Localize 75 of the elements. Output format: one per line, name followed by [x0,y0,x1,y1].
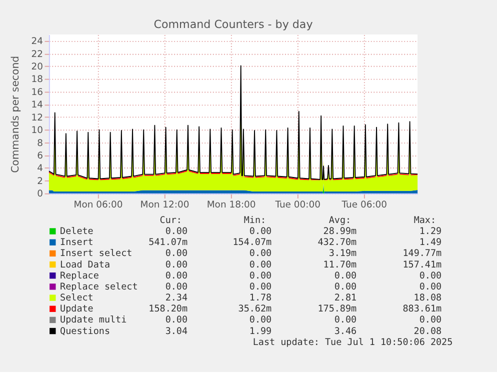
text: 0.00 [249,270,272,282]
text: 2.34 [165,292,188,304]
y-tick-label: 4 [37,163,44,174]
text: 18.08 [414,292,442,304]
x-tick-label: Tue 06:00 [340,200,388,211]
text: 158.20m [148,304,188,315]
y-tick-label: 6 [37,150,44,162]
legend-label: Load Data [60,259,110,270]
x-tick-label: Mon 18:00 [206,200,256,211]
text: 0.00 [419,270,442,282]
legend-label: Delete [60,226,94,238]
text: 175.89m [318,304,358,315]
text: Cur: [160,214,182,226]
y-tick-label: 12 [31,112,43,124]
text: 0.00 [165,248,188,260]
text: 0.00 [165,226,188,238]
x-tick-label: Tue 00:00 [274,200,321,211]
text: 0.00 [165,270,188,282]
text: 3.04 [165,326,188,337]
text: 883.61m [402,304,442,315]
text: Avg: [328,214,352,226]
y-tick-label: 10 [31,125,44,136]
legend-label: Replace select [60,281,138,292]
text: Min: [244,214,266,226]
text: 2.81 [334,292,357,304]
y-tick-label: 18 [31,74,44,86]
text: 0.00 [419,281,442,292]
text: 0.00 [334,281,357,292]
x-tick-label: Mon 12:00 [140,200,190,211]
text: 541.07m [148,237,188,248]
legend-label: Insert [60,237,94,248]
legend-label: Replace [60,270,99,282]
text: 0.00 [249,226,272,238]
text: 3.19m [328,248,358,260]
text: 1.29 [419,226,442,238]
text: 154.07m [232,237,272,248]
text: Last update: Tue Jul 1 10:50:06 2025 [252,336,453,348]
legend-label: Insert select [60,248,132,260]
y-tick-label: 24 [31,36,44,48]
legend-label: Update multi [60,314,127,326]
text: 0.00 [334,270,357,282]
text: 432.70m [318,237,358,248]
y-tick-label: 0 [37,188,44,200]
legend-label: Update [60,304,94,315]
y-tick-label: 14 [31,100,44,111]
text: 20.08 [414,326,442,337]
text: 28.99m [323,226,358,238]
text: 0.00 [165,314,188,326]
text: 149.77m [402,248,442,260]
text: 1.99 [249,326,272,337]
text: 0.00 [165,259,188,270]
text: 0.00 [249,314,272,326]
y-tick-label: 16 [31,86,44,98]
text: Max: [414,214,436,226]
text: 1.78 [249,292,272,304]
text: 35.62m [238,304,272,315]
text: 0.00 [249,259,272,270]
text: 1.49 [419,237,442,248]
text: 0.00 [165,281,188,292]
text: 0.00 [249,281,272,292]
y-tick-label: 8 [37,138,44,149]
y-tick-label: 22 [31,48,43,60]
y-tick-label: 20 [31,62,44,73]
text: 0.00 [334,314,357,326]
text: 11.70m [323,259,358,270]
text: 157.41m [402,259,442,270]
legend-label: Select [60,292,94,304]
text: 0.00 [419,314,442,326]
text: 0.00 [249,248,272,260]
chart-title: Command Counters - by day [154,18,314,32]
legend-label: Questions [60,326,110,337]
y-tick-label: 2 [37,176,43,187]
x-tick-label: Mon 06:00 [74,200,123,211]
y-axis-title: Commands per second [10,56,22,173]
text: 3.46 [334,326,357,337]
